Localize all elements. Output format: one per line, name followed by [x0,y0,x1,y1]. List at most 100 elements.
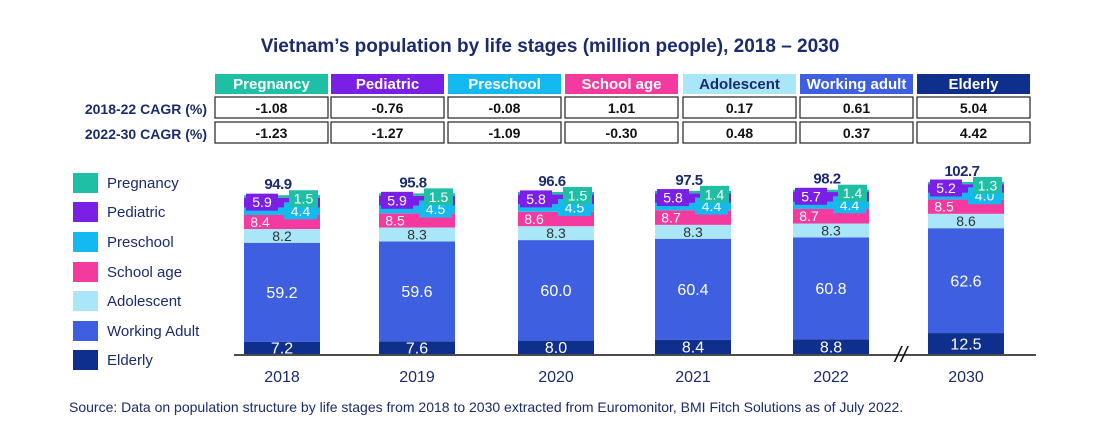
cagr-value: -1.09 [489,125,521,141]
bar-segment-elderly [518,340,594,354]
bar-label-adolescent: 8.3 [683,224,703,240]
source-note: Source: Data on population structure by … [69,399,904,415]
bar-segment-working-adult [379,241,455,342]
cagr-row-label: 2022-30 CAGR (%) [85,126,207,142]
bar-label-elderly: 8.8 [820,339,842,356]
bar-segment-adolescent [793,223,869,238]
legend-label: Elderly [107,352,153,369]
bar-label-elderly: 8.0 [545,340,567,357]
cagr-header-label: Working adult [807,76,907,93]
bar-label-pediatric: 5.2 [936,180,956,196]
bar-segment-preschool [928,192,1004,200]
cagr-header-pregnancy [215,74,328,94]
cagr-cell [330,96,445,119]
bar-segment-pregnancy [379,193,455,196]
axis-break-mark: // [893,342,909,367]
bar-label-school-age: 8.4 [250,214,270,230]
callout-box-pregnancy [700,185,729,203]
cagr-cell [916,96,1031,119]
cagr-header-school-age [565,74,678,94]
cagr-value: -1.27 [372,125,404,141]
bar-segment-preschool [379,205,455,214]
cagr-value: 0.48 [726,125,753,141]
bar-label-elderly: 7.6 [406,340,428,357]
cagr-header-label: Adolescent [699,76,780,93]
legend-label: Adolescent [107,293,182,310]
bar-segment-adolescent [244,229,320,243]
callout-box-pregnancy [973,176,1002,194]
bar-label-school-age: 8.5 [934,199,954,215]
cagr-header-pediatric [331,74,444,94]
bar-label-elderly: 7.2 [271,341,293,358]
bar-segment-preschool [244,207,320,215]
bar-segment-working-adult [518,240,594,341]
cagr-value: 0.17 [726,100,753,116]
bar-label-working-adult: 60.0 [540,283,571,300]
legend-swatch-working-adult [73,321,98,341]
cagr-value: 0.37 [843,125,870,141]
bar-label-working-adult: 62.6 [950,273,981,290]
bar-total: 95.8 [399,174,426,191]
x-tick-label: 2018 [264,369,300,386]
callout-box-pediatric [381,191,413,209]
bar-label-pediatric: 5.8 [526,191,546,207]
x-tick-label: 2030 [948,369,984,386]
cagr-cell [799,121,914,144]
bar-label-school-age: 8.5 [385,212,405,228]
cagr-value: -0.76 [372,100,404,116]
callout-box-pediatric [246,193,278,211]
bar-label-pregnancy: 1.5 [429,189,449,205]
legend-swatch-adolescent [73,291,98,311]
legend-label: Working Adult [107,323,200,340]
cagr-value: -1.23 [256,125,288,141]
bar-segment-pregnancy [244,195,320,198]
legend-label: Pregnancy [107,175,179,192]
bar-label-adolescent: 8.3 [821,223,841,239]
bar-segment-elderly [379,341,455,354]
callout-box-pregnancy [563,187,592,205]
cagr-value: 5.04 [960,100,987,116]
x-tick-label: 2019 [399,369,435,386]
bar-segment-preschool [793,201,869,209]
bar-label-working-adult: 59.2 [266,285,297,302]
bar-segment-pregnancy [928,181,1004,185]
callout-box-pediatric [930,179,962,197]
bar-label-pediatric: 5.9 [252,194,272,210]
cagr-cell [447,121,562,144]
bar-segment-pediatric [244,197,320,208]
bar-segment-preschool [655,202,731,211]
legend-swatch-pregnancy [73,173,98,193]
bar-label-adolescent: 8.3 [546,225,566,241]
bar-segment-pediatric [379,195,455,206]
bar-label-elderly: 8.4 [682,340,704,357]
bar-segment-working-adult [928,228,1004,334]
bar-label-working-adult: 60.4 [677,282,708,299]
bar-label-pregnancy: 1.3 [978,177,998,193]
bar-segment-preschool [518,204,594,212]
bar-segment-adolescent [655,224,731,239]
bar-total: 96.6 [538,173,565,190]
cagr-header-label: Pediatric [356,76,419,93]
cagr-header-label: Preschool [468,76,541,93]
bar-label-school-age: 8.6 [524,211,544,227]
cagr-cell [682,121,797,144]
legend-swatch-preschool [73,232,98,252]
x-tick-label: 2021 [675,369,711,386]
cagr-header-working-adult [800,74,913,94]
bar-total: 102.7 [944,163,979,180]
callout-box-pediatric [795,187,827,205]
bar-segment-pediatric [655,193,731,203]
bar-label-pregnancy: 1.4 [843,185,863,201]
bar-label-pediatric: 5.9 [387,192,407,208]
legend-swatch-pediatric [73,202,98,222]
cagr-header-preschool [448,74,561,94]
bar-label-pediatric: 5.8 [663,190,683,206]
bar-segment-adolescent [928,213,1004,229]
cagr-header-label: Elderly [948,76,999,93]
bar-segment-adolescent [518,226,594,241]
bar-segment-pregnancy [793,189,869,193]
cagr-header-elderly [917,74,1030,94]
bar-label-elderly: 12.5 [950,336,981,353]
bar-segment-working-adult [655,238,731,340]
